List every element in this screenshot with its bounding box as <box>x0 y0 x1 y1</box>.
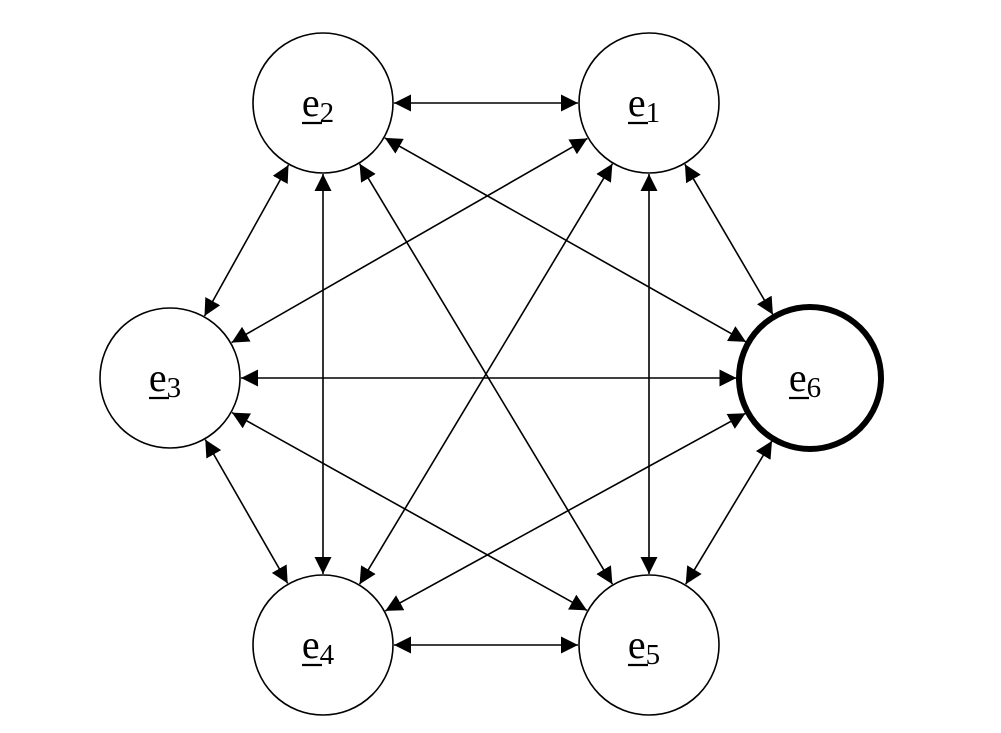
node-letter: e <box>789 355 807 400</box>
node-e2: e2 <box>252 32 394 174</box>
node-subscript: 3 <box>167 372 182 404</box>
node-label-e4: e4 <box>302 622 335 671</box>
node-label-e6: e6 <box>789 355 821 404</box>
node-e3: e3 <box>99 307 241 449</box>
node-letter: e <box>628 80 646 125</box>
node-e6: e6 <box>736 304 884 452</box>
node-subscript: 6 <box>807 372 822 404</box>
node-circle-e6 <box>736 304 884 452</box>
node-subscript: 2 <box>320 97 335 129</box>
node-e4: e4 <box>252 574 394 716</box>
edges-layer <box>203 94 774 654</box>
edge-e3-e4 <box>204 439 289 584</box>
node-label-e3: e3 <box>149 355 181 404</box>
edge-e4-e6 <box>384 412 746 612</box>
node-circle-e3 <box>99 307 241 449</box>
node-circle-e5 <box>578 574 720 716</box>
node-label-e5: e5 <box>628 622 660 671</box>
edge-e1-e6 <box>684 163 774 316</box>
node-e5: e5 <box>578 574 720 716</box>
node-e1: e1 <box>578 32 720 174</box>
node-letter: e <box>302 622 320 667</box>
node-letter: e <box>149 355 167 400</box>
node-circle-e4 <box>252 574 394 716</box>
node-circle-e1 <box>578 32 720 174</box>
node-circle-e2 <box>252 32 394 174</box>
node-letter: e <box>628 622 646 667</box>
node-subscript: 4 <box>320 639 335 671</box>
node-label-e2: e2 <box>302 80 334 129</box>
node-letter: e <box>302 80 320 125</box>
edge-e2-e3 <box>203 164 290 317</box>
edge-e1-e3 <box>231 137 588 344</box>
node-subscript: 1 <box>646 97 661 129</box>
edge-e2-e6 <box>384 137 747 343</box>
edge-e5-e6 <box>685 440 773 585</box>
node-label-e1: e1 <box>628 80 660 129</box>
node-subscript: 5 <box>646 639 661 671</box>
